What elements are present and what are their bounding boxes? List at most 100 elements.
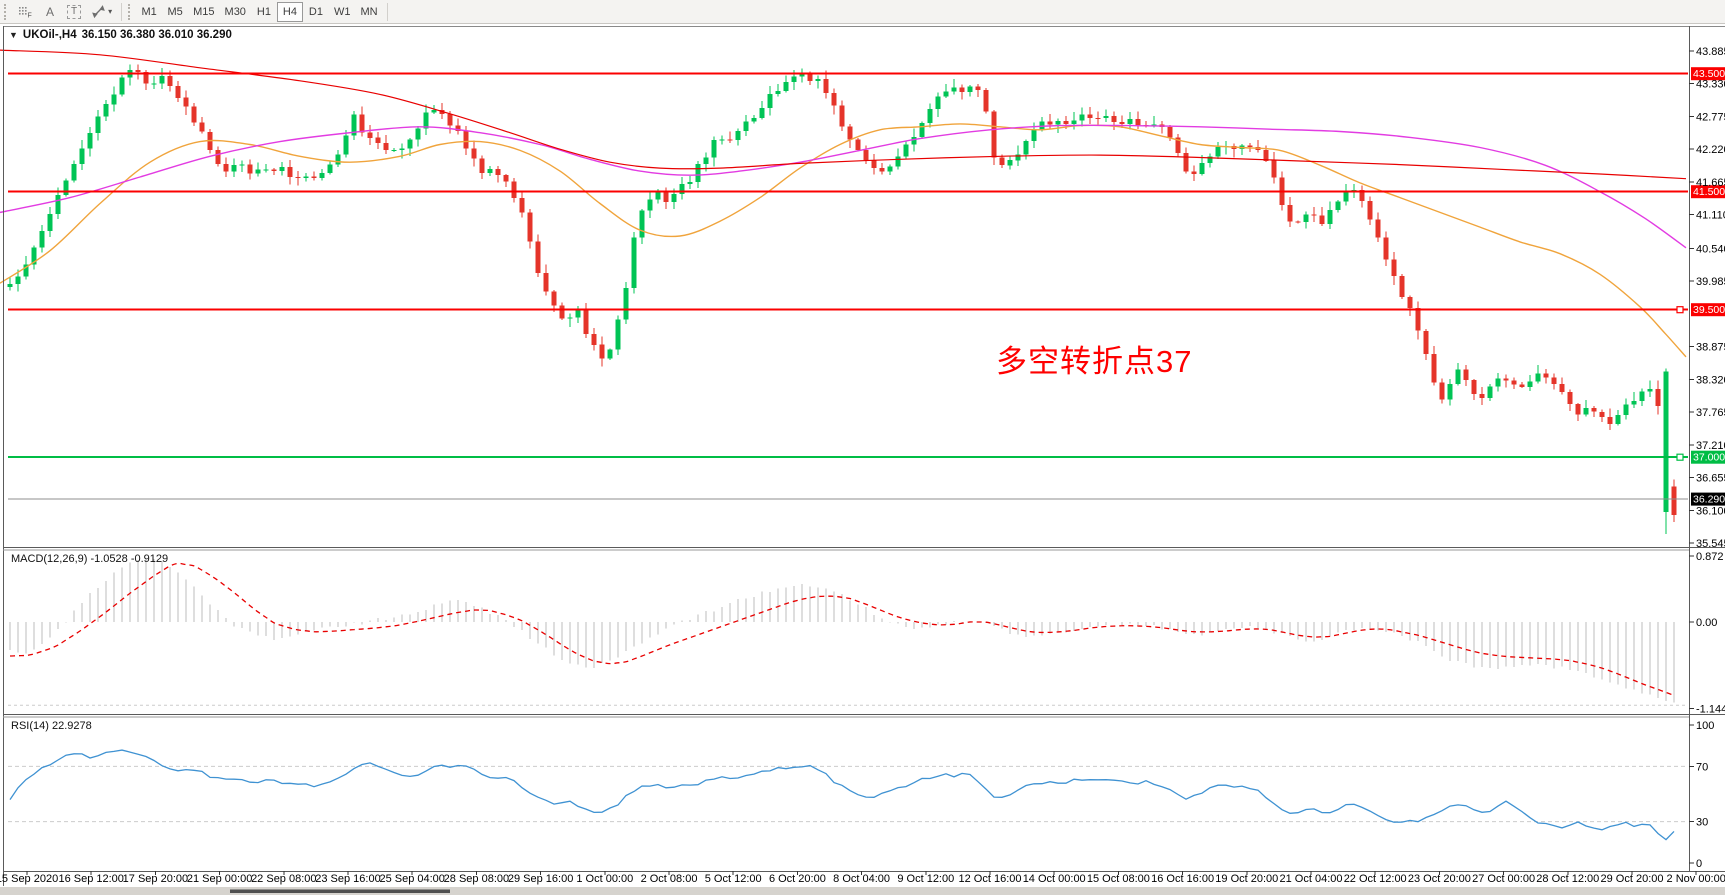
- diagonal-arrows-icon: [92, 4, 105, 18]
- dots-grid-icon: F: [19, 6, 32, 19]
- chevron-down-icon: ▾: [108, 7, 113, 16]
- svg-text:100: 100: [1696, 720, 1714, 732]
- svg-text:6 Oct 20:00: 6 Oct 20:00: [769, 873, 826, 885]
- svg-text:21 Sep 00:00: 21 Sep 00:00: [187, 873, 252, 885]
- timeframe-mn-button[interactable]: MN: [355, 2, 382, 22]
- svg-text:2 Oct 08:00: 2 Oct 08:00: [641, 873, 698, 885]
- svg-text:0.872: 0.872: [1696, 551, 1724, 563]
- candles-layer: [7, 64, 1677, 534]
- svg-text:17 Sep 20:00: 17 Sep 20:00: [123, 873, 188, 885]
- svg-text:27 Oct 00:00: 27 Oct 00:00: [1472, 873, 1535, 885]
- svg-text:38.875: 38.875: [1696, 342, 1725, 354]
- svg-text:8 Oct 04:00: 8 Oct 04:00: [833, 873, 890, 885]
- hline-handle[interactable]: [1676, 306, 1684, 314]
- price-badge: [1691, 450, 1725, 464]
- arrows-tool-button[interactable]: ▾: [86, 2, 117, 22]
- svg-text:38.320: 38.320: [1696, 374, 1725, 386]
- svg-text:41.665: 41.665: [1696, 177, 1725, 189]
- timeframe-h4-button[interactable]: H4: [276, 1, 303, 22]
- panel-borders: [3, 26, 1725, 886]
- svg-text:2 Nov 00:00: 2 Nov 00:00: [1667, 873, 1725, 885]
- horizontal-scrollbar[interactable]: [0, 887, 1725, 895]
- svg-text:36.655: 36.655: [1696, 473, 1725, 485]
- symbols-grid-button[interactable]: F: [12, 2, 38, 22]
- svg-text:37.210: 37.210: [1696, 440, 1725, 452]
- svg-text:28 Sep 08:00: 28 Sep 08:00: [444, 873, 509, 885]
- svg-text:23 Sep 16:00: 23 Sep 16:00: [315, 873, 380, 885]
- text-box-icon: T: [67, 4, 82, 19]
- toolbar-grip[interactable]: [128, 3, 132, 20]
- svg-text:43.330: 43.330: [1696, 79, 1725, 91]
- chart-ohlc-header: ▼ UKOil-,H4 36.150 36.380 36.010 36.290: [9, 29, 232, 41]
- svg-text:16 Oct 16:00: 16 Oct 16:00: [1151, 873, 1214, 885]
- timeframe-toolbar: M1 M5 M15 M30 H1 H4 D1 W1 MN: [136, 1, 382, 22]
- svg-text:37.765: 37.765: [1696, 407, 1725, 419]
- letter-a-icon: A: [45, 4, 54, 19]
- svg-text:9 Oct 12:00: 9 Oct 12:00: [897, 873, 954, 885]
- svg-text:28 Oct 12:00: 28 Oct 12:00: [1536, 873, 1599, 885]
- macd-histogram: [9, 558, 1675, 703]
- svg-text:36.290: 36.290: [1693, 494, 1725, 506]
- svg-text:41.110: 41.110: [1696, 210, 1725, 222]
- svg-text:37.000: 37.000: [1693, 452, 1725, 464]
- svg-text:30: 30: [1696, 817, 1708, 829]
- svg-text:1 Oct 00:00: 1 Oct 00:00: [576, 873, 633, 885]
- macd-signal-line: [9, 562, 1675, 697]
- timeframe-w1-button[interactable]: W1: [329, 2, 356, 22]
- svg-text:29 Oct 20:00: 29 Oct 20:00: [1601, 873, 1664, 885]
- text-label-button[interactable]: T: [62, 2, 86, 22]
- text-a-button[interactable]: A: [38, 2, 62, 22]
- timeframe-d1-button[interactable]: D1: [303, 2, 329, 22]
- svg-text:41.500: 41.500: [1693, 186, 1725, 198]
- svg-text:42.775: 42.775: [1696, 111, 1725, 123]
- price-badge: [1691, 303, 1725, 317]
- timeframe-m30-button[interactable]: M30: [220, 2, 251, 22]
- svg-text:12 Oct 16:00: 12 Oct 16:00: [959, 873, 1022, 885]
- toolbar-grip[interactable]: [4, 3, 8, 20]
- annotation-text[interactable]: 多空转折点37: [996, 344, 1193, 379]
- rsi-indicator-label: RSI(14) 22.9278: [11, 720, 92, 732]
- svg-text:21 Oct 04:00: 21 Oct 04:00: [1280, 873, 1343, 885]
- toolbar: F A T ▾ M1 M5 M15 M30 H1 H4 D1 W1 MN: [0, 0, 1725, 24]
- svg-text:36.100: 36.100: [1696, 505, 1725, 517]
- ma-slow-line: [0, 49, 1687, 180]
- price-badge: [1691, 67, 1725, 81]
- svg-text:23 Oct 20:00: 23 Oct 20:00: [1408, 873, 1471, 885]
- timeframe-h1-button[interactable]: H1: [251, 2, 277, 22]
- svg-text:22 Oct 12:00: 22 Oct 12:00: [1344, 873, 1407, 885]
- price-badge: [1691, 185, 1725, 199]
- svg-text:-1.1444: -1.1444: [1696, 704, 1725, 716]
- svg-text:22 Sep 08:00: 22 Sep 08:00: [251, 873, 316, 885]
- svg-text:16 Sep 12:00: 16 Sep 12:00: [58, 873, 123, 885]
- svg-text:19 Oct 20:00: 19 Oct 20:00: [1215, 873, 1278, 885]
- hline-handle[interactable]: [1676, 453, 1684, 461]
- timeframe-m5-button[interactable]: M5: [162, 2, 188, 22]
- macd-indicator-label: MACD(12,26,9) -1.0528 -0.9129: [11, 553, 169, 565]
- timeframe-m1-button[interactable]: M1: [136, 2, 162, 22]
- svg-text:39.985: 39.985: [1696, 276, 1725, 288]
- symbol-period-label: UKOil-,H4: [22, 29, 77, 41]
- ma-fast-line: [0, 123, 1687, 358]
- svg-text:0.00: 0.00: [1696, 617, 1717, 629]
- svg-text:43.500: 43.500: [1693, 68, 1725, 80]
- rsi-line: [9, 749, 1675, 841]
- collapse-triangle-icon[interactable]: ▼: [9, 30, 18, 40]
- svg-text:0: 0: [1696, 858, 1702, 870]
- svg-text:15 Sep 2020: 15 Sep 2020: [0, 873, 58, 885]
- toolbar-separator: [121, 2, 123, 21]
- timeframe-m15-button[interactable]: M15: [188, 2, 219, 22]
- price-axis: 43.885 43.330 42.775 42.220 41.665 41.110 40.5…: [1689, 46, 1725, 550]
- svg-text:39.500: 39.500: [1693, 304, 1725, 316]
- svg-text:14 Oct 00:00: 14 Oct 00:00: [1023, 873, 1086, 885]
- scrollbar-thumb[interactable]: [230, 889, 450, 894]
- svg-text:35.545: 35.545: [1696, 538, 1725, 550]
- svg-text:25 Sep 04:00: 25 Sep 04:00: [379, 873, 444, 885]
- svg-text:40.540: 40.540: [1696, 243, 1725, 255]
- price-badge: [1691, 492, 1725, 506]
- toolbar-separator: [386, 2, 388, 21]
- ohlc-values: 36.150 36.380 36.010 36.290: [81, 29, 232, 41]
- indicator-axes: 0.872 0.00 -1.1444 100 70 30 0: [1689, 551, 1725, 870]
